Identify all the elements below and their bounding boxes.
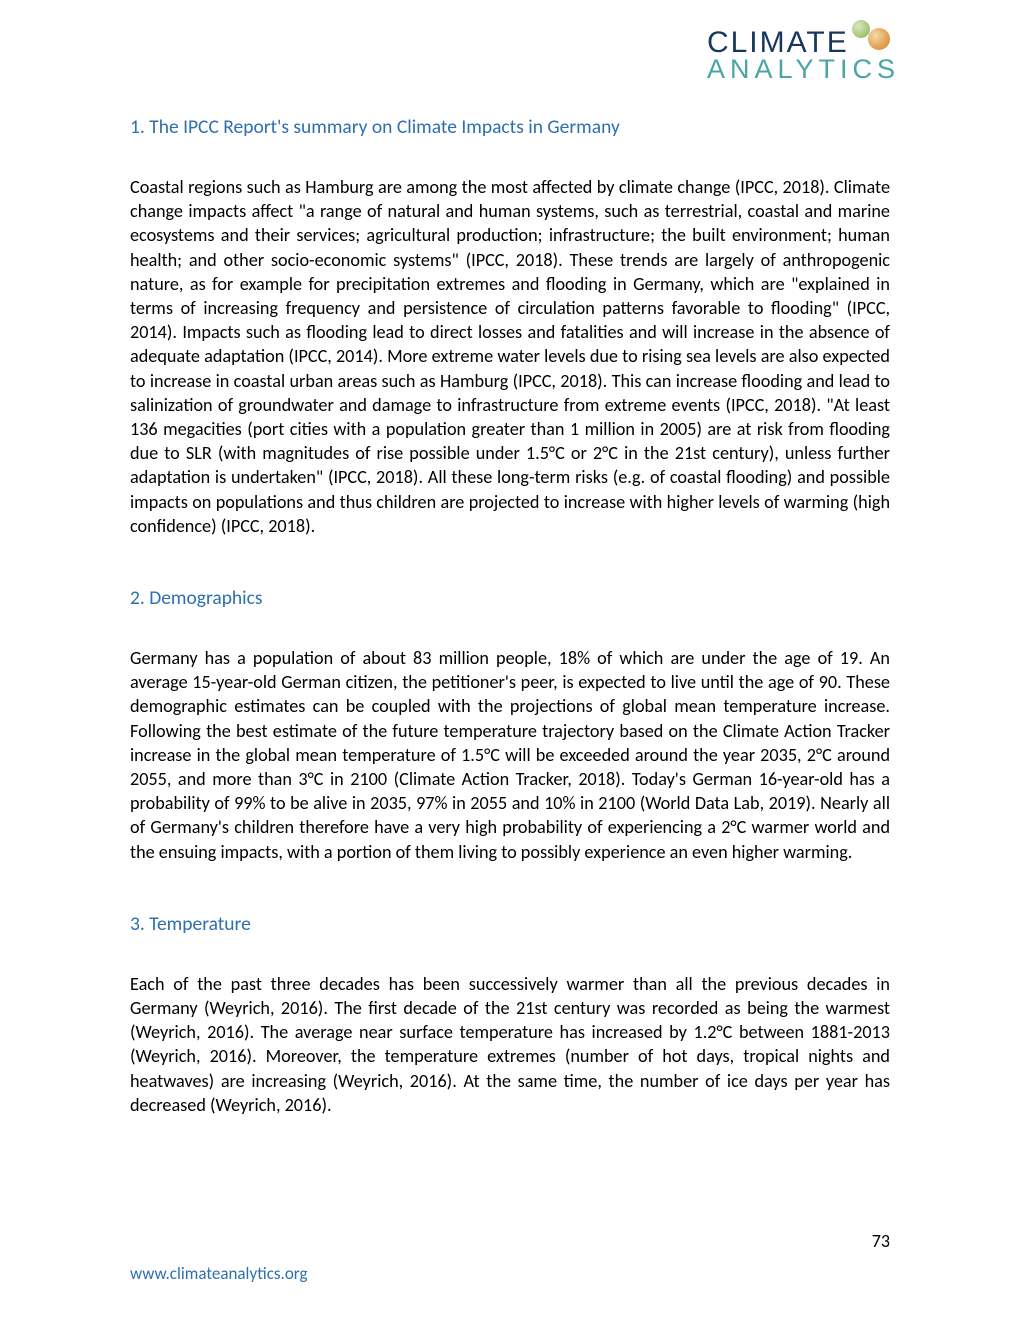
logo-globe-icons [852, 22, 890, 44]
section-body-3: Each of the past three decades has been … [130, 972, 890, 1117]
logo-text-analytics: ANALYTICS [707, 56, 900, 83]
document-page: CLIMATE ANALYTICS 1. The IPCC Report's s… [0, 0, 1020, 1320]
section-heading-1: 1. The IPCC Report's summary on Climate … [130, 115, 890, 139]
section-heading-3: 3. Temperature [130, 912, 890, 936]
section-body-2: Germany has a population of about 83 mil… [130, 646, 890, 864]
globe-orange-icon [868, 28, 890, 50]
climate-analytics-logo: CLIMATE ANALYTICS [707, 28, 900, 83]
globe-green-icon [852, 20, 870, 38]
section-body-1: Coastal regions such as Hamburg are amon… [130, 175, 890, 538]
footer-url: www.climateanalytics.org [130, 1263, 307, 1284]
page-number: 73 [872, 1230, 890, 1252]
section-heading-2: 2. Demographics [130, 586, 890, 610]
